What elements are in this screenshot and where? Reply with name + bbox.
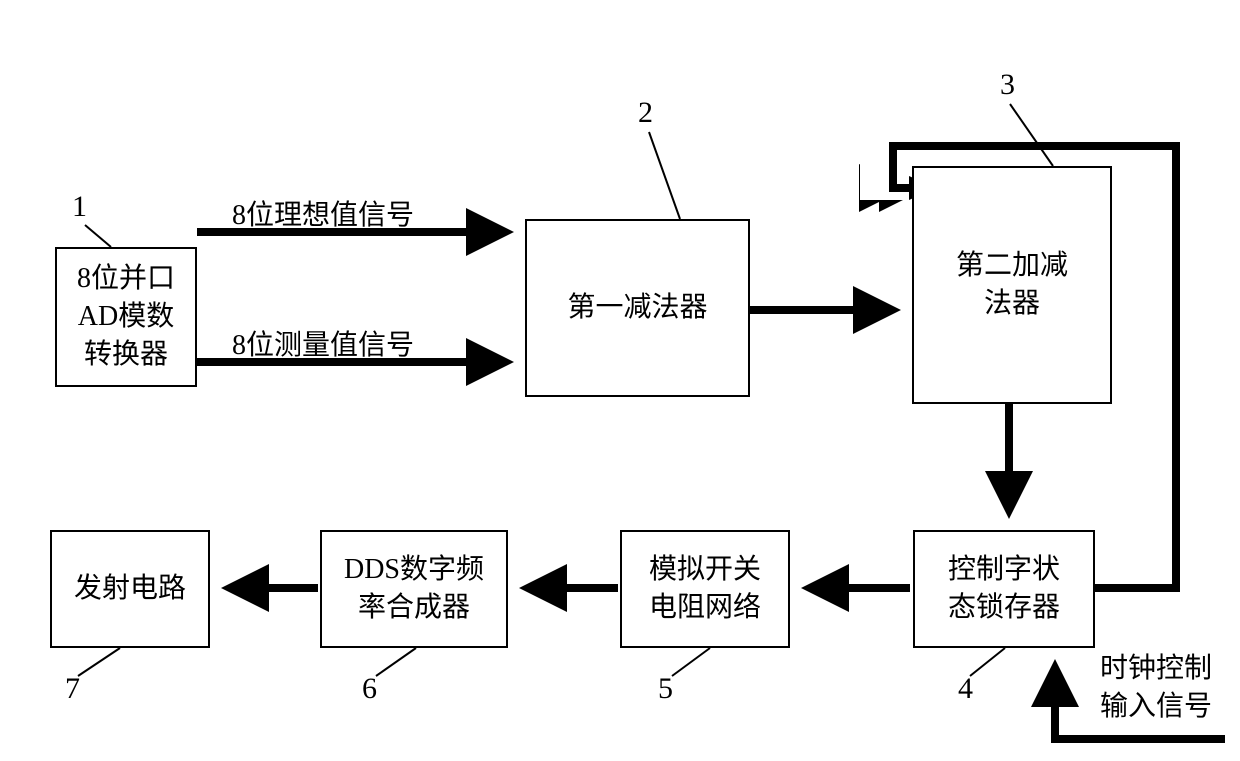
leader-2 bbox=[649, 132, 680, 219]
node-dds-synth: DDS数字频率合成器 bbox=[320, 530, 508, 648]
leader-3 bbox=[1010, 104, 1053, 166]
block-diagram: 8位并口AD模数转换器 第一减法器 第二加减法器 控制字状态锁存器 模拟开关电阻… bbox=[0, 0, 1240, 761]
callout-7: 7 bbox=[65, 672, 80, 706]
node-ad-converter-label: 8位并口AD模数转换器 bbox=[77, 260, 175, 373]
node-analog-switch-resistor: 模拟开关电阻网络 bbox=[620, 530, 790, 648]
leader-5 bbox=[672, 648, 710, 676]
edge-label-measure: 8位测量值信号 bbox=[232, 323, 414, 363]
node-analog-switch-resistor-label: 模拟开关电阻网络 bbox=[649, 551, 761, 627]
callout-5: 5 bbox=[658, 672, 673, 706]
leader-1 bbox=[85, 225, 111, 247]
leader-7 bbox=[78, 648, 120, 676]
leader-6 bbox=[376, 648, 416, 676]
node-first-subtractor-label: 第一减法器 bbox=[567, 289, 707, 327]
leader-4 bbox=[970, 648, 1005, 676]
node-control-word-latch-label: 控制字状态锁存器 bbox=[948, 551, 1060, 627]
node-second-adder-subtractor-label: 第二加减法器 bbox=[956, 247, 1068, 323]
node-second-adder-subtractor: 第二加减法器 bbox=[912, 166, 1112, 404]
node-transmit-circuit: 发射电路 bbox=[50, 530, 210, 648]
node-ad-converter: 8位并口AD模数转换器 bbox=[55, 247, 197, 387]
node-dds-synth-label: DDS数字频率合成器 bbox=[344, 551, 484, 627]
callout-1: 1 bbox=[72, 190, 87, 224]
label-clock-input: 时钟控制输入信号 bbox=[1100, 650, 1212, 726]
callout-4: 4 bbox=[958, 672, 973, 706]
node-control-word-latch: 控制字状态锁存器 bbox=[913, 530, 1095, 648]
node-first-subtractor: 第一减法器 bbox=[525, 219, 750, 397]
callout-2: 2 bbox=[638, 96, 653, 130]
node-transmit-circuit-label: 发射电路 bbox=[74, 570, 186, 608]
callout-6: 6 bbox=[362, 672, 377, 706]
edge-label-ideal: 8位理想值信号 bbox=[232, 193, 414, 233]
callout-3: 3 bbox=[1000, 68, 1015, 102]
